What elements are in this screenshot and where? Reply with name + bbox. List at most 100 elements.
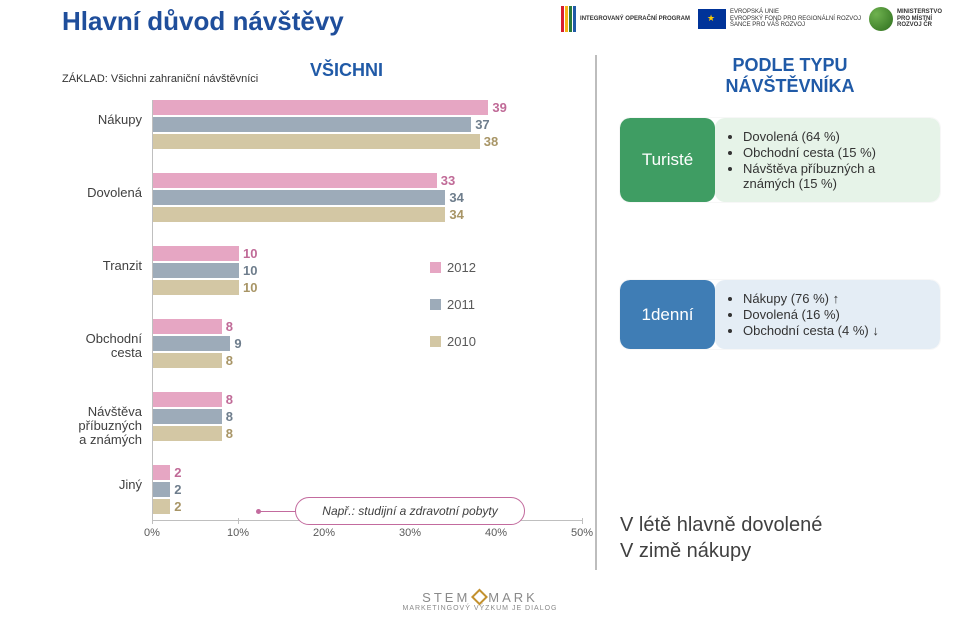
legend-label: 2011 [447,297,475,312]
logo-eu: EVROPSKÁ UNIE EVROPSKÝ FOND PRO REGIONÁL… [698,9,861,29]
bar: 34 [153,190,445,205]
bar-value: 37 [475,117,489,132]
col-head-all: VŠICHNI [310,60,383,81]
x-tick [152,518,153,524]
bar-value: 2 [174,482,181,497]
legend: 2012 2011 2010 [430,260,560,371]
info-bullet: Obchodní cesta (4 %) ↓ [743,323,928,338]
info-box-head: Turisté [620,118,715,202]
legend-item: 2011 [430,297,560,312]
category-label: Obchodní cesta [57,332,142,361]
category-label: Dovolená [57,186,142,200]
bar-value: 10 [243,263,257,278]
header-logos: INTEGROVANÝ OPERAČNÍ PROGRAM EVROPSKÁ UN… [561,6,942,32]
bar-value: 39 [492,100,506,115]
bar-value: 8 [226,392,233,407]
legend-swatch-icon [430,262,441,273]
bar-value: 9 [234,336,241,351]
mmr-text: MINISTERSTVO PRO MÍSTNÍ ROZVOJ ČR [897,9,942,29]
vertical-divider [595,55,597,570]
bar: 2 [153,499,170,514]
bar-value: 38 [484,134,498,149]
legend-label: 2012 [447,260,476,275]
mmr-line1: MINISTERSTVO [897,9,942,15]
footer-brand-1: STEM [422,590,470,605]
info-box: TuristéDovolená (64 %)Obchodní cesta (15… [620,118,940,202]
category-label: Návštěva příbuzných a známých [57,405,142,448]
base-note: ZÁKLAD: Všichni zahraniční návštěvníci [62,73,258,85]
logo-iop: INTEGROVANÝ OPERAČNÍ PROGRAM [561,6,690,32]
bar: 33 [153,173,437,188]
summary-line1: V létě hlavně dovolené [620,514,822,536]
x-tick-label: 30% [399,527,421,539]
bar: 10 [153,263,239,278]
bar-value: 8 [226,353,233,368]
bar: 39 [153,100,488,115]
legend-item: 2010 [430,334,560,349]
info-bullet: Dovolená (16 %) [743,307,928,322]
bar: 8 [153,353,222,368]
x-tick-label: 50% [571,527,593,539]
category-label: Jiný [57,478,142,492]
iop-stripe-icon [561,6,576,32]
category-label: Tranzit [57,259,142,273]
bar-value: 34 [449,207,463,222]
eu-line3: ŠANCE PRO VÁŠ ROZVOJ [730,22,805,28]
x-tick-label: 0% [144,527,160,539]
bar: 9 [153,336,230,351]
eu-text: EVROPSKÁ UNIE EVROPSKÝ FOND PRO REGIONÁL… [730,9,861,29]
callout-note: Např.: studijní a zdravotní pobyty [295,497,525,525]
bar: 38 [153,134,480,149]
summary-line2: V zimě nákupy [620,540,751,562]
bar-value: 8 [226,319,233,334]
info-box-body: Dovolená (64 %)Obchodní cesta (15 %)Návš… [715,118,940,202]
logo-mmr: MINISTERSTVO PRO MÍSTNÍ ROZVOJ ČR [869,7,942,31]
info-box-head: 1denní [620,280,715,349]
info-box: 1denníNákupy (76 %) ↑Dovolená (16 %)Obch… [620,280,940,349]
info-bullet: Obchodní cesta (15 %) [743,145,928,160]
x-tick-label: 40% [485,527,507,539]
bar-value: 10 [243,280,257,295]
info-box-body: Nákupy (76 %) ↑Dovolená (16 %)Obchodní c… [715,280,940,349]
x-tick [238,518,239,524]
info-bullet: Návštěva příbuzných a známých (15 %) [743,161,928,191]
legend-swatch-icon [430,336,441,347]
bar: 37 [153,117,471,132]
eu-flag-icon [698,9,726,29]
footer-tag: MARKETINGOVÝ VÝZKUM JE DIALOG [402,605,557,612]
page-title: Hlavní důvod návštěvy [62,6,344,37]
mmr-line2: PRO MÍSTNÍ [897,16,932,22]
footer-brand-2: MARK [488,590,538,605]
bar: 10 [153,280,239,295]
eu-line2: EVROPSKÝ FOND PRO REGIONÁLNÍ ROZVOJ [730,16,861,22]
legend-label: 2010 [447,334,476,349]
bar: 8 [153,426,222,441]
legend-item: 2012 [430,260,560,275]
bar: 2 [153,465,170,480]
x-tick-label: 10% [227,527,249,539]
legend-swatch-icon [430,299,441,310]
bar-value: 8 [226,409,233,424]
eu-line1: EVROPSKÁ UNIE [730,9,779,15]
footer-brand: STEM MARK MARKETINGOVÝ VÝZKUM JE DIALOG [402,590,557,612]
bar: 34 [153,207,445,222]
mmr-line3: ROZVOJ ČR [897,22,932,28]
bar: 10 [153,246,239,261]
bar-value: 2 [174,499,181,514]
bar: 8 [153,409,222,424]
summary-text: V létě hlavně dovolené V zimě nákupy [620,512,955,564]
category-label: Nákupy [57,113,142,127]
bar: 8 [153,392,222,407]
bar: 8 [153,319,222,334]
globe-icon [869,7,893,31]
iop-text: INTEGROVANÝ OPERAČNÍ PROGRAM [580,16,690,23]
bar-value: 8 [226,426,233,441]
bar-value: 34 [449,190,463,205]
info-bullet: Nákupy (76 %) ↑ [743,291,928,306]
bar: 2 [153,482,170,497]
bar-value: 33 [441,173,455,188]
bar-value: 2 [174,465,181,480]
bar-value: 10 [243,246,257,261]
brand-square-icon [471,589,488,606]
x-tick [582,518,583,524]
